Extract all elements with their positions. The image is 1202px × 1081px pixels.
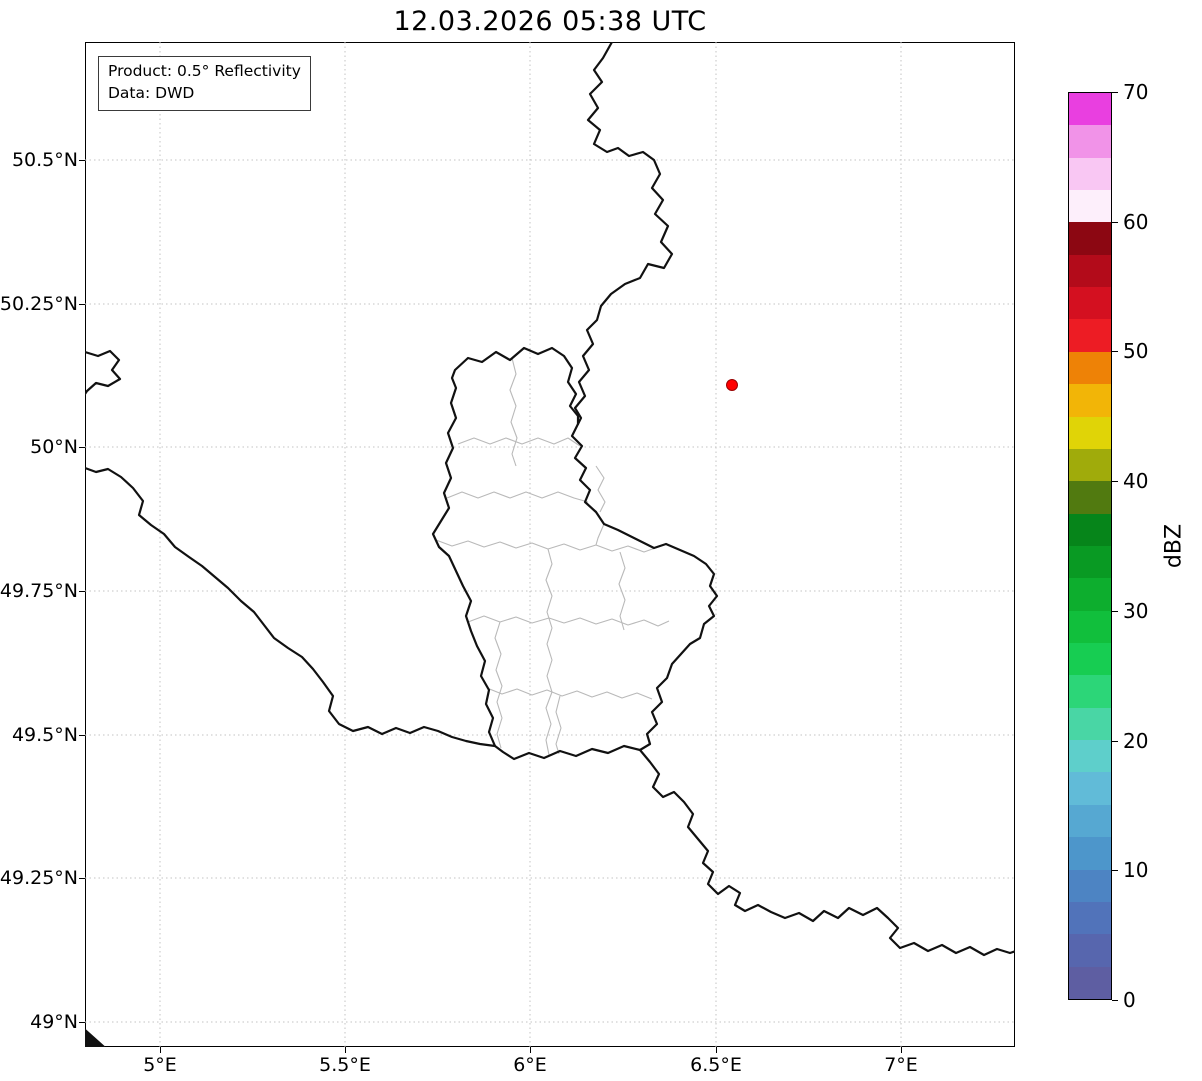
colorbar-band [1069, 740, 1111, 773]
colorbar-band [1069, 901, 1111, 935]
canton-border-path [555, 695, 562, 755]
colorbar-tick-label: 70 [1123, 80, 1149, 104]
x-tick-mark [159, 1047, 161, 1053]
colorbar-band [1069, 384, 1111, 417]
colorbar-tick-label: 20 [1123, 729, 1149, 753]
y-tick-mark [79, 1021, 85, 1023]
plot-frame [85, 42, 1015, 1047]
colorbar-band [1069, 643, 1111, 676]
y-tick-label: 50.5°N [11, 149, 78, 171]
colorbar-tick-label: 10 [1123, 858, 1149, 882]
colorbar-tick-label: 40 [1123, 469, 1149, 493]
colorbar-tick-mark [1112, 221, 1118, 223]
canton-border-path [457, 437, 581, 447]
y-tick-label: 49.5°N [11, 724, 78, 746]
info-data-line: Data: DWD [108, 84, 195, 103]
colorbar-tick-label: 60 [1123, 210, 1149, 234]
x-tick-mark [529, 1047, 531, 1053]
radar-site-marker [726, 379, 738, 391]
canton-border-path [618, 551, 626, 631]
x-tick-mark [900, 1047, 902, 1053]
y-tick-label: 49.75°N [0, 580, 78, 602]
colorbar-tick-label: 50 [1123, 339, 1149, 363]
canton-border-path [435, 539, 659, 553]
canton-border-path [446, 491, 589, 503]
colorbar-tick-mark [1112, 740, 1118, 742]
map-corner-border-triangle [85, 1028, 106, 1047]
map-canvas [85, 42, 1015, 1047]
info-box: Product: 0.5° Reflectivity Data: DWD [98, 56, 311, 111]
colorbar-band [1069, 675, 1111, 708]
colorbar-band [1069, 966, 1111, 999]
canton-border-path [486, 687, 653, 700]
x-tick-mark [344, 1047, 346, 1053]
colorbar-band [1069, 934, 1111, 967]
colorbar-band [1069, 772, 1111, 805]
x-tick-label: 6.5°E [690, 1054, 742, 1076]
canton-border-path [545, 548, 553, 756]
colorbar-band [1069, 222, 1111, 255]
canton-border-path [595, 523, 605, 546]
colorbar-band [1069, 254, 1111, 288]
y-tick-mark [79, 446, 85, 448]
colorbar-tick-mark [1112, 869, 1118, 871]
y-tick-mark [79, 303, 85, 305]
colorbar-band [1069, 416, 1111, 449]
grid-layer [85, 42, 1015, 1047]
canton-border-path [494, 621, 503, 749]
colorbar-tick-label: 30 [1123, 599, 1149, 623]
x-tick-label: 6°E [513, 1054, 547, 1076]
colorbar-band [1069, 448, 1111, 482]
y-tick-label: 49.25°N [0, 867, 78, 889]
colorbar-band [1069, 707, 1111, 741]
colorbar-tick-mark [1112, 350, 1118, 352]
x-tick-label: 7°E [884, 1054, 918, 1076]
colorbar-band [1069, 157, 1111, 191]
y-tick-mark [79, 159, 85, 161]
colorbar-band [1069, 287, 1111, 320]
colorbar-tick-label: 0 [1123, 988, 1136, 1012]
colorbar-tick-mark [1112, 999, 1118, 1001]
colorbar-band [1069, 92, 1111, 126]
colorbar-band [1069, 869, 1111, 902]
colorbar-band [1069, 804, 1111, 838]
y-tick-mark [79, 590, 85, 592]
colorbar-tick-mark [1112, 610, 1118, 612]
y-tick-mark [79, 877, 85, 879]
y-tick-label: 50°N [30, 436, 78, 458]
canton-border-path [509, 357, 518, 467]
northwest-border-fragment-path [85, 349, 122, 396]
colorbar-axis-label: dBZ [1161, 523, 1187, 569]
colorbar [1068, 92, 1112, 1000]
colorbar-band [1069, 319, 1111, 352]
colorbar-band [1069, 610, 1111, 644]
info-product-line: Product: 0.5° Reflectivity [108, 62, 301, 80]
colorbar-tick-mark [1112, 480, 1118, 482]
x-tick-mark [715, 1047, 717, 1053]
luxembourg-border-path [431, 346, 719, 761]
y-tick-mark [79, 734, 85, 736]
colorbar-band [1069, 545, 1111, 579]
x-tick-label: 5°E [143, 1054, 177, 1076]
canton-border-path [595, 465, 606, 513]
colorbar-band [1069, 837, 1111, 870]
y-tick-label: 49°N [30, 1011, 78, 1033]
france-belgium-border-path [85, 466, 497, 748]
colorbar-band [1069, 190, 1111, 223]
x-tick-label: 5.5°E [319, 1054, 371, 1076]
colorbar-band [1069, 125, 1111, 158]
colorbar-band [1069, 578, 1111, 611]
y-tick-label: 50.25°N [0, 293, 78, 315]
belgium-germany-border-path [573, 42, 674, 426]
canton-border-path [467, 615, 670, 627]
colorbar-band [1069, 481, 1111, 514]
colorbar-tick-mark [1112, 91, 1118, 93]
luxembourg-canton-borders [435, 357, 670, 756]
plot-title: 12.03.2026 05:38 UTC [393, 6, 707, 37]
colorbar-band [1069, 351, 1111, 385]
colorbar-band [1069, 513, 1111, 546]
france-germany-border-path [638, 748, 1015, 957]
